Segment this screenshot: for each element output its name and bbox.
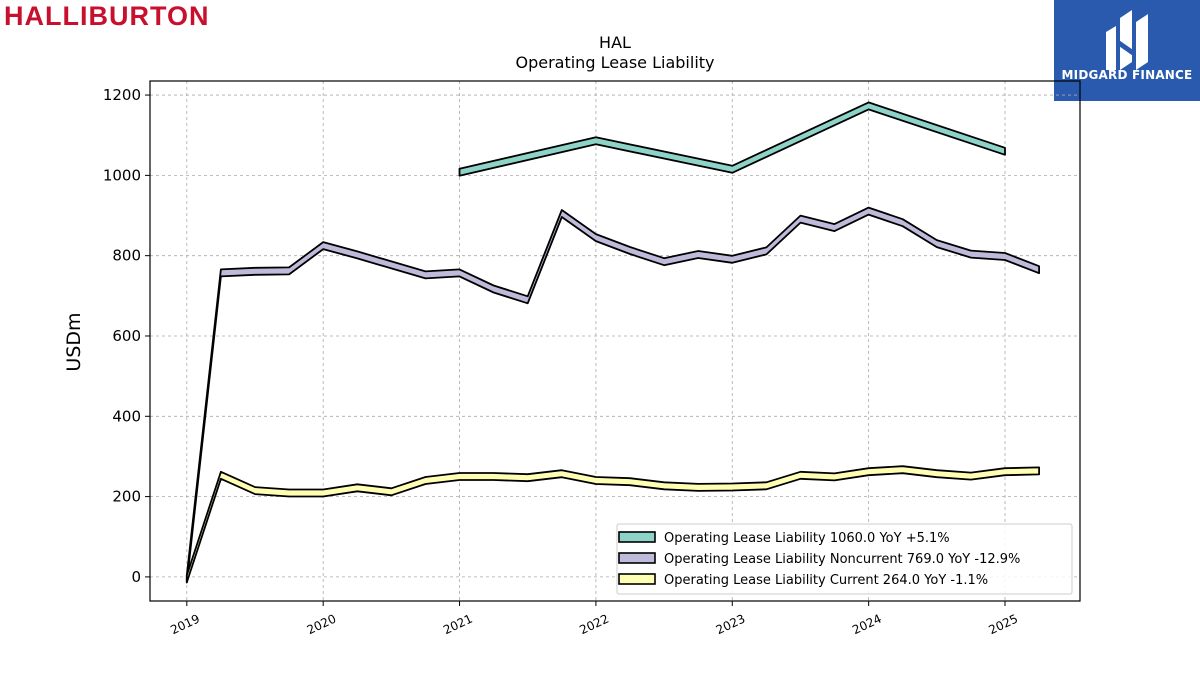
series-1 xyxy=(458,101,1006,177)
x-tick-label: 2019 xyxy=(168,612,202,638)
series-line xyxy=(185,465,1040,584)
y-tick-label: 0 xyxy=(131,568,141,586)
legend-swatch xyxy=(618,573,656,585)
y-tick-label: 1000 xyxy=(103,166,141,184)
series-line xyxy=(458,101,1006,177)
legend-swatch xyxy=(618,531,656,543)
legend-label: Operating Lease Liability Noncurrent 769… xyxy=(664,552,1020,567)
y-tick-label: 1200 xyxy=(103,86,141,104)
y-tick-label: 200 xyxy=(112,488,141,506)
chart-title: HAL xyxy=(599,33,631,52)
legend-label: Operating Lease Liability 1060.0 YoY +5.… xyxy=(664,531,950,546)
legend-swatch xyxy=(618,552,656,564)
y-tick-label: 600 xyxy=(112,327,141,345)
midgard-finance-logo-icon xyxy=(1106,10,1148,70)
series-layer xyxy=(185,101,1040,584)
y-tick-label: 400 xyxy=(112,407,141,425)
x-tick-label: 2021 xyxy=(441,612,475,638)
grid xyxy=(150,81,1080,601)
series-line xyxy=(185,206,1040,584)
legend: Operating Lease Liability 1060.0 YoY +5.… xyxy=(616,523,1073,595)
midgard-finance-badge: MIDGARD FINANCE xyxy=(1054,0,1200,101)
x-tick-label: 2024 xyxy=(850,612,884,638)
y-axis: 0 200 400 600 800 1000 1200 xyxy=(103,86,150,586)
x-tick-label: 2022 xyxy=(577,612,611,638)
halliburton-logo: HALLIBURTON xyxy=(4,1,210,31)
y-axis-label: USDm xyxy=(63,312,85,371)
x-tick-label: 2023 xyxy=(714,612,748,638)
y-tick-label: 800 xyxy=(112,247,141,265)
chart-subtitle: Operating Lease Liability xyxy=(515,53,714,72)
midgard-finance-text: MIDGARD FINANCE xyxy=(1061,68,1193,82)
series-3 xyxy=(185,465,1040,584)
legend-box xyxy=(616,523,1073,595)
series-2 xyxy=(185,206,1040,584)
x-tick-label: 2020 xyxy=(305,612,339,638)
plot-frame xyxy=(149,80,1081,602)
legend-label: Operating Lease Liability Current 264.0 … xyxy=(664,573,988,588)
x-axis: 2019 2020 2021 2022 2023 2024 2025 xyxy=(168,601,1020,637)
x-tick-label: 2025 xyxy=(987,612,1021,638)
